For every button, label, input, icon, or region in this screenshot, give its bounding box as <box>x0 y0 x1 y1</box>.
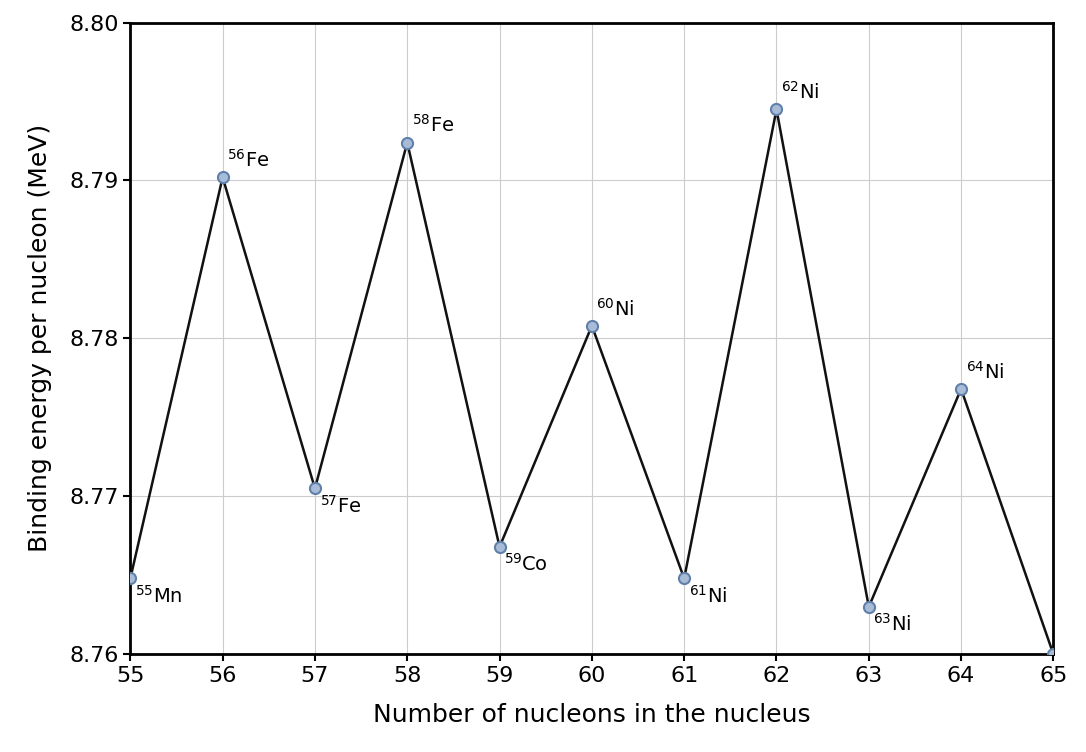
Y-axis label: Binding energy per nucleon (MeV): Binding energy per nucleon (MeV) <box>28 124 52 553</box>
Text: $^{60}$Ni: $^{60}$Ni <box>596 298 635 320</box>
Text: $^{63}$Ni: $^{63}$Ni <box>873 613 912 635</box>
Text: $^{62}$Ni: $^{62}$Ni <box>781 81 820 103</box>
Text: $^{56}$Fe: $^{56}$Fe <box>227 149 269 171</box>
X-axis label: Number of nucleons in the nucleus: Number of nucleons in the nucleus <box>374 702 810 726</box>
Text: $^{64}$Ni: $^{64}$Ni <box>965 361 1005 383</box>
Text: $^{55}$Mn: $^{55}$Mn <box>135 585 182 607</box>
Text: $^{59}$Co: $^{59}$Co <box>504 553 548 575</box>
Text: $^{61}$Ni: $^{61}$Ni <box>689 585 728 607</box>
Text: $^{57}$Fe: $^{57}$Fe <box>319 495 361 517</box>
Text: $^{58}$Fe: $^{58}$Fe <box>412 114 454 136</box>
